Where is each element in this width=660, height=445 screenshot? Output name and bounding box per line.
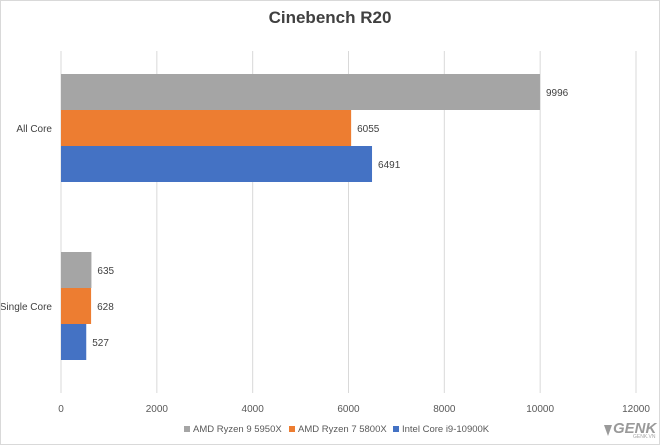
bars xyxy=(61,74,540,360)
x-axis-ticks: 0 2000 4000 6000 8000 10000 12000 xyxy=(58,404,650,415)
data-label: 635 xyxy=(97,266,114,277)
x-tick-label: 4000 xyxy=(242,404,265,415)
bar xyxy=(61,146,373,182)
x-tick-label: 12000 xyxy=(622,404,650,415)
x-tick-label: 6000 xyxy=(337,404,360,415)
legend-entry: AMD Ryzen 9 5950X xyxy=(193,424,282,435)
bar xyxy=(61,288,92,324)
bar xyxy=(61,74,540,110)
watermark-subtext: GENK.VN xyxy=(633,434,656,440)
legend-entry: AMD Ryzen 7 5800X xyxy=(298,424,387,435)
legend-swatch xyxy=(393,426,399,432)
bar xyxy=(61,110,352,146)
data-label: 628 xyxy=(97,302,114,313)
chart-title: Cinebench R20 xyxy=(269,8,392,27)
data-labels: 9996 6055 6491 635 628 527 xyxy=(92,88,568,349)
x-tick-label: 10000 xyxy=(526,404,554,415)
legend: AMD Ryzen 9 5950X AMD Ryzen 7 5800X Intel … xyxy=(184,424,490,435)
bar xyxy=(61,252,92,288)
data-label: 9996 xyxy=(546,88,569,99)
data-label: 6055 xyxy=(357,124,380,135)
legend-swatch xyxy=(289,426,295,432)
genk-logo-icon xyxy=(604,425,612,436)
category-label: All Core xyxy=(16,124,52,135)
x-tick-label: 0 xyxy=(58,404,64,415)
legend-entry: Intel Core i9-10900K xyxy=(402,424,490,435)
bar xyxy=(61,324,87,360)
category-label: Single Core xyxy=(1,302,52,313)
legend-swatch xyxy=(184,426,190,432)
x-tick-label: 8000 xyxy=(433,404,456,415)
data-label: 527 xyxy=(92,338,109,349)
category-labels: All Core Single Core xyxy=(1,124,52,313)
data-label: 6491 xyxy=(378,160,401,171)
x-tick-label: 2000 xyxy=(146,404,169,415)
watermark: GENK GENK.VN xyxy=(604,420,658,440)
watermark-text: GENK xyxy=(613,420,658,437)
